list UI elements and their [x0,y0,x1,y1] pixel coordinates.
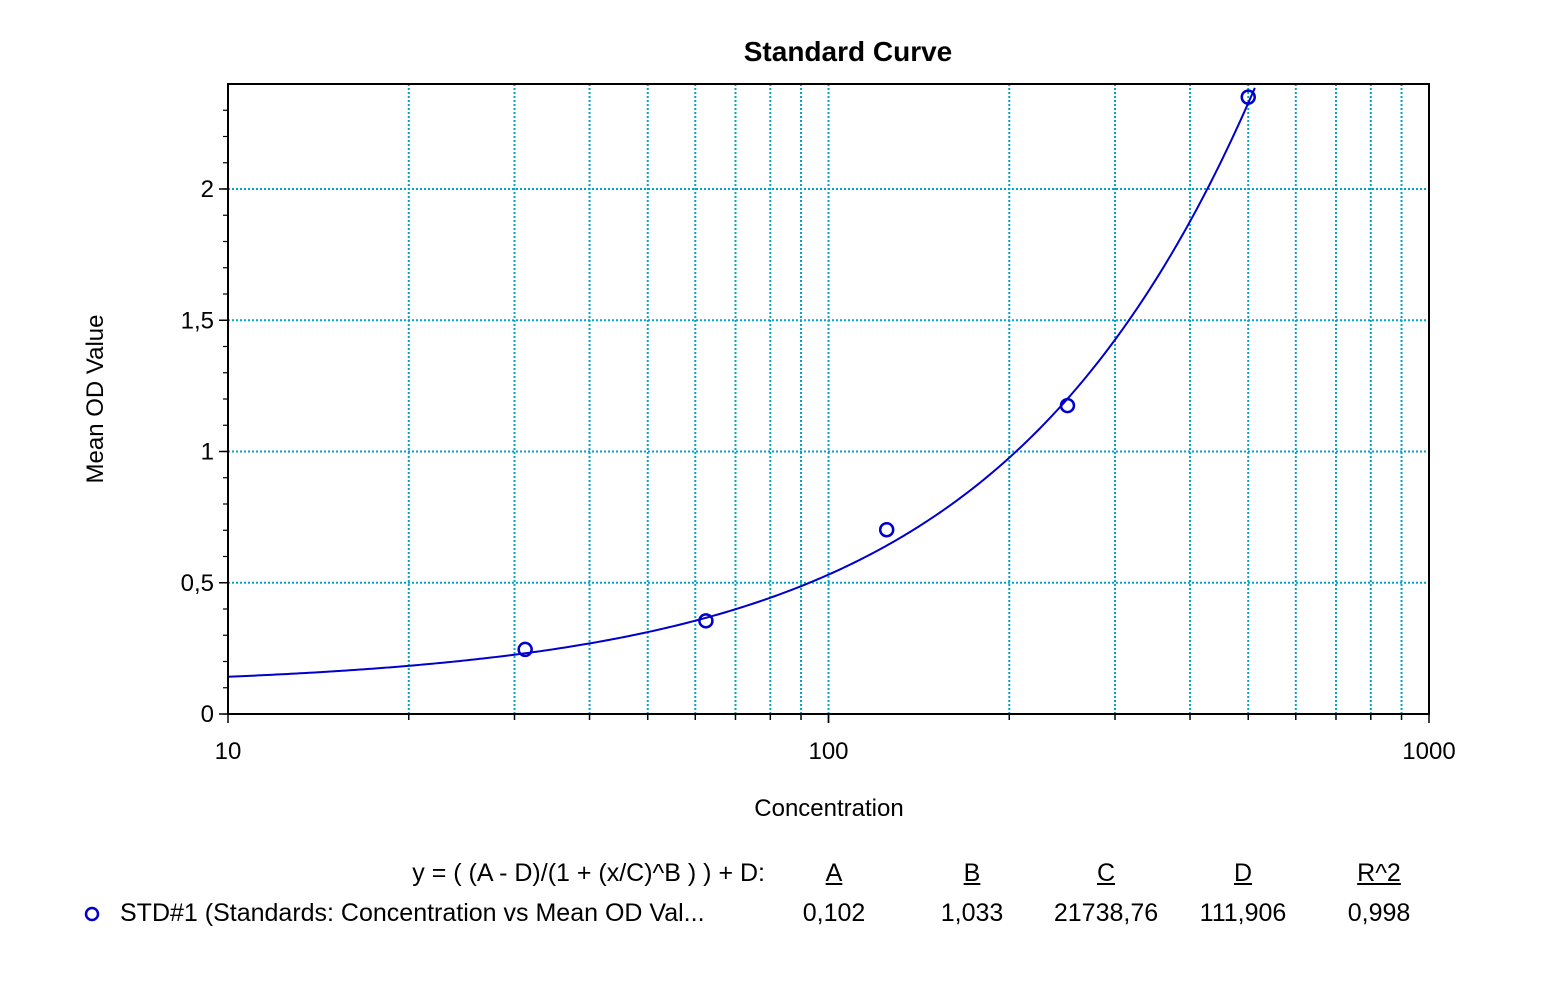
data-point [1059,397,1076,414]
data-point [878,521,895,538]
x-tick-label: 10 [215,738,242,765]
y-axis-label: Mean OD Value [82,315,109,484]
y-tick-label: 0,5 [181,570,214,597]
plot-frame [227,83,1430,715]
data-point [517,641,533,658]
chart-title: Standard Curve [744,36,953,67]
fit-curve-line [227,87,1256,678]
data-point [698,613,714,629]
y-tick-label: 0 [201,701,214,728]
y-tick-label: 2 [201,176,214,203]
x-tick-label: 1000 [1402,738,1455,765]
axis-ticks [219,109,1430,723]
grid-lines [228,84,1429,714]
tick-labels: 0 0,5 1 1,5 2 10 100 1000 [181,176,1456,765]
y-tick-label: 1,5 [181,307,214,334]
x-axis-label: Concentration [754,795,903,822]
fit-curve [227,87,1256,678]
data-points [517,89,1256,658]
x-tick-label: 100 [808,738,848,765]
data-point [1240,89,1256,105]
y-tick-label: 1 [201,439,214,466]
